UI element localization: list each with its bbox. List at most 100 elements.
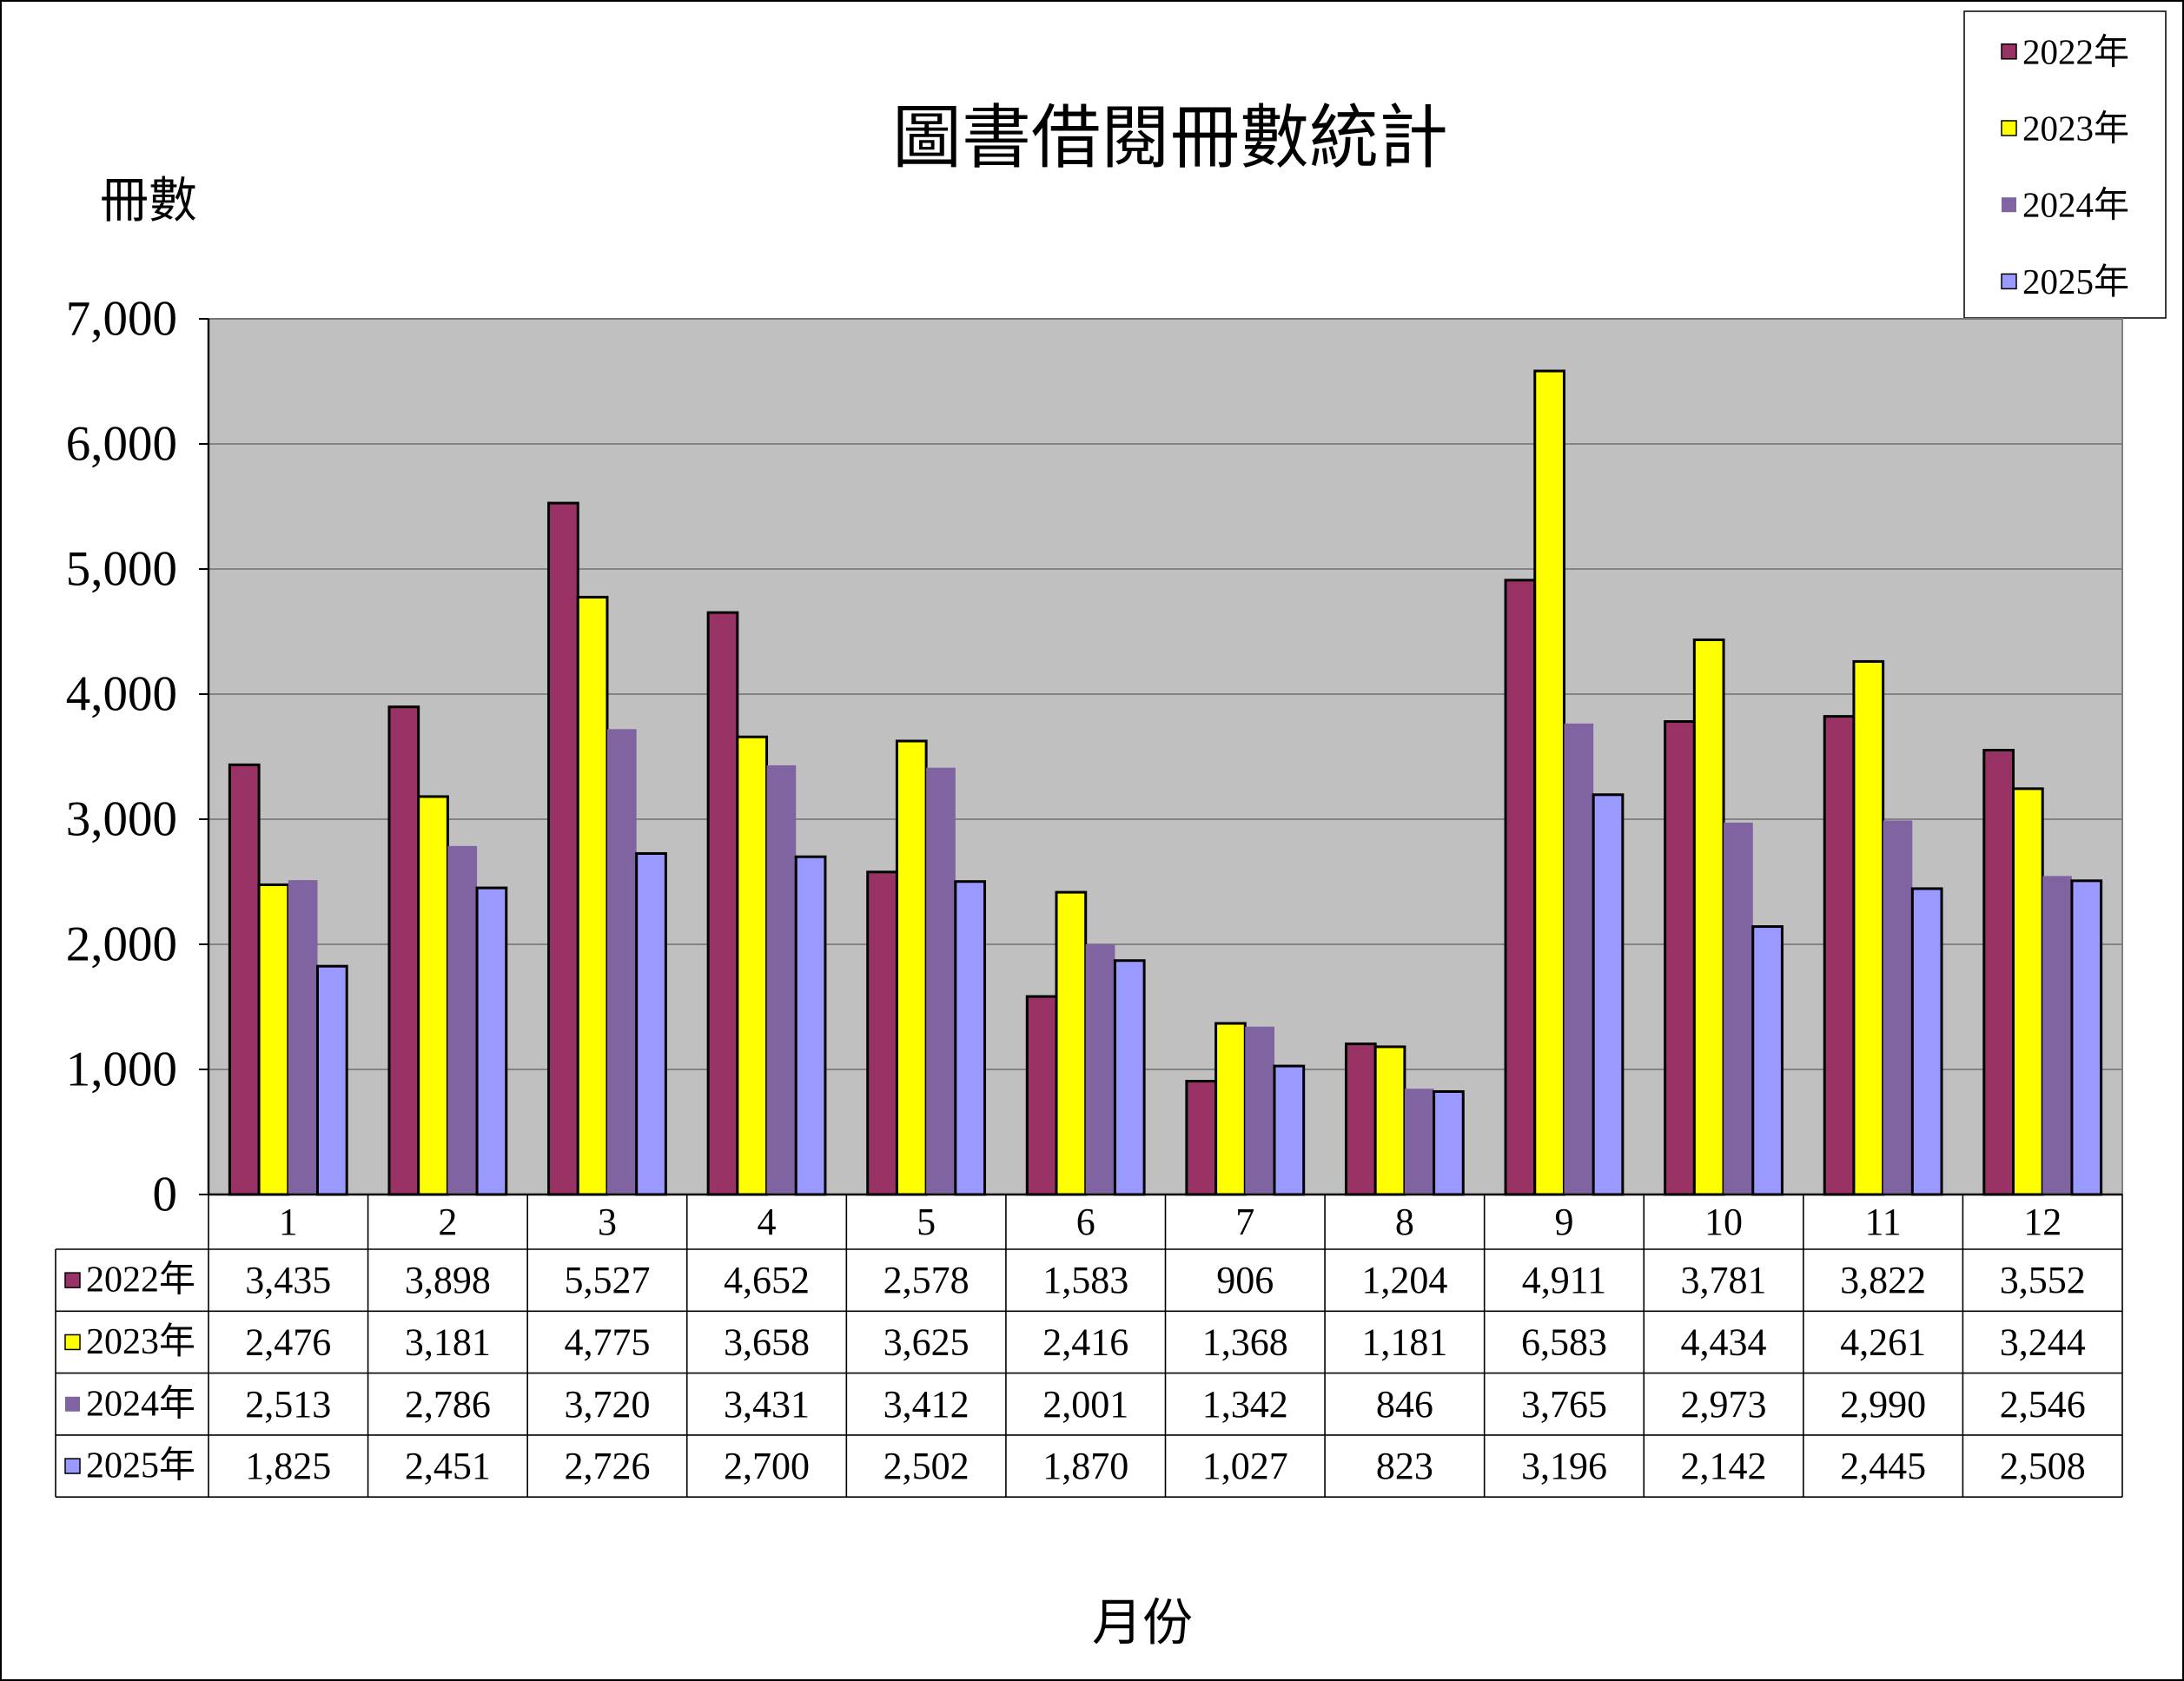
- bar: [257, 883, 290, 1196]
- table-cell: 3,898: [405, 1259, 491, 1301]
- table-cell: 4,911: [1522, 1259, 1606, 1301]
- bar: [1852, 659, 1885, 1196]
- table-cell: 2,726: [564, 1445, 650, 1487]
- bar: [606, 729, 637, 1195]
- table-cell: 3,181: [405, 1320, 491, 1363]
- table-cell: 2,476: [245, 1320, 331, 1363]
- category-label: 11: [1864, 1201, 1901, 1243]
- legend-key: [2002, 197, 2016, 213]
- y-axis-ticks: 0 1,000 2,000 3,000 4,000 5,000 6,000 7,000: [66, 292, 208, 1222]
- table-cell: 906: [1216, 1259, 1274, 1301]
- y-tick-label: 0: [153, 1168, 178, 1222]
- bar: [1751, 925, 1784, 1196]
- category-label: 10: [1704, 1201, 1743, 1243]
- table-cell: 2,700: [724, 1445, 810, 1487]
- table-cell: 3,822: [1840, 1259, 1926, 1301]
- table-cell: 2,578: [884, 1259, 970, 1301]
- category-label: 5: [917, 1201, 936, 1243]
- table-cell: 3,720: [564, 1383, 650, 1426]
- legend-label: 2023年: [2022, 109, 2129, 149]
- table-cell: 2,786: [405, 1383, 491, 1426]
- table-cell: 4,775: [564, 1320, 650, 1363]
- bar: [1823, 715, 1856, 1196]
- category-label: 9: [1554, 1201, 1573, 1243]
- row-key: [65, 1396, 80, 1412]
- bar: [635, 851, 667, 1196]
- bar: [895, 739, 928, 1196]
- legend-entries: 2022年 2023年 2024年 2025年: [2001, 31, 2129, 301]
- bar: [1373, 1045, 1406, 1196]
- bar: [447, 845, 478, 1195]
- bar: [1533, 369, 1565, 1196]
- bar: [2042, 876, 2072, 1195]
- table-cell: 2,451: [405, 1445, 491, 1487]
- table-cell: 1,027: [1202, 1445, 1288, 1487]
- table-cell: 1,368: [1202, 1320, 1288, 1363]
- table-cell: 1,825: [245, 1445, 331, 1487]
- table-row: 2022年 3,435 3,898 5,527 4,652 2,578 1,583 906 1,…: [64, 1259, 2086, 1301]
- bar: [1113, 959, 1146, 1196]
- table-cell: 4,652: [724, 1259, 810, 1301]
- table-cell: 3,552: [2000, 1259, 2086, 1301]
- table-cell: 823: [1376, 1445, 1433, 1487]
- bar: [1085, 943, 1115, 1195]
- row-label: 2025年: [86, 1446, 195, 1486]
- legend-entry: 2025年: [2001, 261, 2129, 301]
- bar: [1883, 820, 1913, 1195]
- table-cell: 1,342: [1202, 1383, 1288, 1426]
- table-cell: 6,583: [1521, 1320, 1607, 1363]
- bar: [1910, 887, 1943, 1196]
- bar: [1344, 1042, 1377, 1196]
- chart-title: 圖書借閱冊數統計: [892, 101, 1448, 177]
- table-cell: 3,412: [884, 1383, 970, 1426]
- y-tick-label: 7,000: [66, 292, 177, 347]
- table-cell: 1,583: [1042, 1259, 1128, 1301]
- legend-label: 2022年: [2022, 31, 2129, 71]
- category-label: 2: [438, 1201, 457, 1243]
- plot-area: [208, 318, 2123, 1195]
- legend-entry: 2023年: [2001, 109, 2129, 149]
- table-cell: 2,508: [2000, 1445, 2086, 1487]
- bar: [736, 735, 769, 1196]
- row-label: 2024年: [86, 1383, 195, 1424]
- table-cell: 2,445: [1840, 1445, 1926, 1487]
- table-row: 2025年 1,825 2,451 2,726 2,700 2,502 1,870 1,027…: [64, 1445, 2086, 1487]
- row-label: 2022年: [86, 1260, 195, 1300]
- table-cell: 3,765: [1521, 1383, 1607, 1426]
- bar: [766, 764, 797, 1195]
- table-cell: 2,990: [1840, 1383, 1926, 1426]
- bar: [1433, 1089, 1465, 1196]
- table-cell: 2,142: [1681, 1445, 1767, 1487]
- table-cell: 1,870: [1042, 1445, 1128, 1487]
- table-cell: 4,434: [1681, 1320, 1767, 1363]
- y-tick-label: 5,000: [66, 542, 177, 597]
- table-cell: 846: [1376, 1383, 1433, 1426]
- x-axis-label: 月份: [1092, 1595, 1193, 1651]
- bar: [576, 595, 609, 1196]
- table-cell: 2,416: [1042, 1320, 1128, 1363]
- bar: [1185, 1080, 1218, 1196]
- y-tick-label: 3,000: [66, 792, 177, 847]
- legend-label: 2024年: [2022, 185, 2129, 225]
- bar: [1214, 1022, 1247, 1196]
- table-cell: 1,204: [1361, 1259, 1447, 1301]
- bar: [706, 611, 739, 1196]
- legend-entry: 2022年: [2001, 31, 2129, 71]
- legend-label: 2025年: [2022, 261, 2129, 301]
- row-key: [64, 1334, 81, 1351]
- row-key: [64, 1458, 81, 1474]
- bar: [1055, 890, 1088, 1196]
- table-cell: 3,625: [884, 1320, 970, 1363]
- bar: [866, 870, 898, 1196]
- legend-box: [1963, 10, 2167, 319]
- legend-key: [2001, 120, 2017, 136]
- bar: [1692, 639, 1725, 1196]
- bar: [288, 880, 318, 1195]
- table-cell: 1,181: [1361, 1320, 1447, 1363]
- legend-key: [2001, 273, 2017, 290]
- table-row: 2024年 2,513 2,786 3,720 3,431 3,412 2,001 1,342…: [65, 1383, 2086, 1426]
- bar: [547, 501, 579, 1196]
- table-cell: 2,973: [1681, 1383, 1767, 1426]
- bar: [1504, 579, 1537, 1196]
- category-label: 12: [2023, 1201, 2062, 1243]
